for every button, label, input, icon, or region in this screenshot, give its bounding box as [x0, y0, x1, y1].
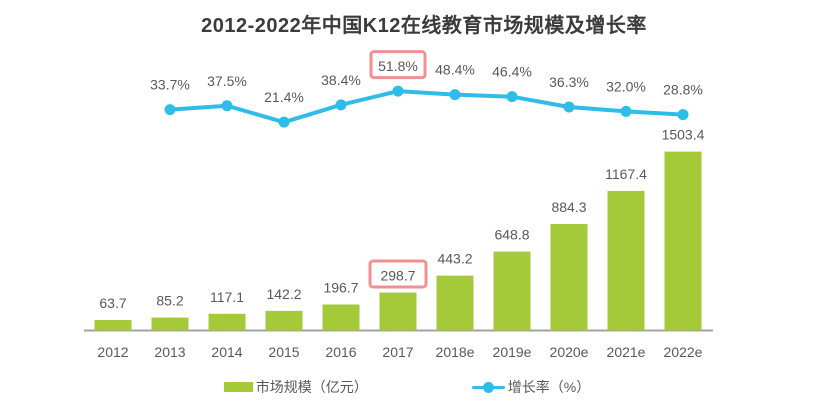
growth-rate-label-2022e: 28.8%: [663, 82, 703, 98]
growth-rate-line: [168, 89, 685, 125]
growth-rate-point-2020e: [563, 101, 575, 113]
growth-rate-point-2019e: [506, 91, 518, 103]
growth-rate-label-2019e: 46.4%: [492, 64, 532, 80]
growth-rate-point-2014: [221, 100, 233, 112]
bar-value-label-2016: 196.7: [323, 279, 358, 295]
bar-2015: [265, 310, 303, 331]
bar-value-label-2012: 63.7: [99, 295, 126, 311]
legend-item-market-size: 市场规模（亿元）: [223, 377, 368, 397]
growth-rate-label-2018e: 48.4%: [435, 62, 475, 78]
bar-value-label-2017: 298.7: [380, 268, 415, 284]
x-axis-label-2021e: 2021e: [607, 344, 646, 360]
x-axis-label-2012: 2012: [97, 344, 128, 360]
growth-rate-point-2015: [278, 116, 290, 128]
line-label-highlight-box: [369, 50, 427, 80]
growth-rate-point-2022e: [677, 109, 689, 121]
bar-value-label-2021e: 1167.4: [605, 166, 647, 182]
bar-2021e: [607, 190, 645, 331]
growth-rate-label-2013: 33.7%: [150, 77, 190, 93]
bar-value-label-2013: 85.2: [156, 293, 183, 309]
x-axis-label-2020e: 2020e: [550, 344, 589, 360]
bar-2013: [151, 317, 189, 331]
bar-2018e: [436, 275, 474, 331]
bar-value-label-2020e: 884.3: [551, 199, 586, 215]
legend-label: 增长率（%）: [507, 379, 591, 395]
bar-2020e: [550, 224, 588, 331]
growth-rate-point-2016: [335, 99, 347, 111]
bar-value-label-2018e: 443.2: [437, 251, 472, 267]
plot-area: 63.7 85.2 117.1 142.2 196.7 298.7 443.2 648.8 88…: [84, 50, 713, 360]
growth-rate-label-2017: 51.8%: [378, 58, 418, 74]
x-axis-label-2022e: 2022e: [664, 344, 703, 360]
x-axis-label-2017: 2017: [382, 344, 413, 360]
growth-rate-point-2018e: [449, 89, 461, 101]
x-axis-label-2016: 2016: [325, 344, 356, 360]
x-axis-label-2015: 2015: [268, 344, 299, 360]
x-axis-label-2018e: 2018e: [436, 344, 475, 360]
bar-label-highlight-box: [368, 259, 428, 289]
chart-title: 2012-2022年中国K12在线教育市场规模及增长率: [201, 15, 647, 37]
bar-2017: [379, 292, 417, 331]
legend-line-swatch-icon: [471, 381, 505, 393]
growth-rate-point-2017: [392, 85, 404, 97]
bar-value-label-2015: 142.2: [266, 286, 301, 302]
x-axis-label-2013: 2013: [154, 344, 185, 360]
growth-rate-label-2015: 21.4%: [264, 89, 304, 105]
growth-rate-point-2021e: [620, 105, 632, 117]
legend-bar-swatch-icon: [223, 382, 253, 392]
bar-2019e: [493, 251, 531, 331]
growth-rate-label-2020e: 36.3%: [549, 74, 589, 90]
legend-item-growth-rate: 增长率（%）: [471, 377, 591, 397]
growth-rate-label-2014: 37.5%: [207, 73, 247, 89]
x-axis-label-2019e: 2019e: [493, 344, 532, 360]
bar-value-label-2014: 117.1: [210, 289, 244, 305]
growth-rate-point-2013: [164, 104, 176, 116]
growth-rate-label-2016: 38.4%: [321, 72, 361, 88]
legend-label: 市场规模（亿元）: [255, 379, 368, 395]
bar-2022e: [664, 151, 702, 331]
bar-2014: [208, 313, 246, 331]
bar-2012: [94, 320, 132, 331]
bar-value-label-2019e: 648.8: [494, 227, 529, 243]
x-axis-label-2014: 2014: [211, 344, 242, 360]
bar-value-label-2022e: 1503.4: [662, 127, 705, 143]
growth-rate-label-2021e: 32.0%: [606, 78, 646, 94]
legend: 市场规模（亿元） 增长率（%）: [0, 373, 814, 401]
bar-2016: [322, 304, 360, 331]
